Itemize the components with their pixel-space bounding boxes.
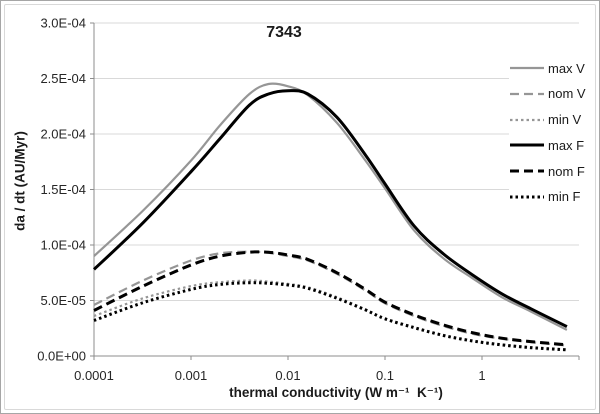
y-tick-label: 5.0E-05 <box>40 293 86 308</box>
legend-item-nom-v: nom V <box>509 83 595 105</box>
legend-line-max-f-icon <box>510 143 544 147</box>
series-min-f-curve <box>93 281 567 352</box>
legend-line-max-v-icon <box>510 66 544 70</box>
legend-item-max-v: max V <box>509 57 595 79</box>
legend-label: nom F <box>548 163 585 179</box>
legend-label: min V <box>548 112 582 128</box>
y-tick-label: 0.0E+00 <box>37 349 86 364</box>
legend-item-max-f: max F <box>509 134 595 156</box>
legend-item-min-f: min F <box>509 186 595 208</box>
x-axis-title: thermal conductivity (W m⁻¹ K⁻¹) <box>229 385 443 400</box>
x-tick-label: 0.01 <box>275 368 300 383</box>
y-axis-title: da / dt (AU/Myr) <box>12 131 28 231</box>
x-tick-label: 0.001 <box>175 368 208 383</box>
series-max-v-curve <box>93 82 568 331</box>
legend-line-min-f-icon <box>510 195 544 199</box>
legend: max V nom V min V max F nom F min F <box>509 57 595 208</box>
legend-label: min F <box>548 189 581 205</box>
legend-item-nom-f: nom F <box>509 160 595 182</box>
series-nom-v-curve <box>93 250 568 347</box>
legend-line-min-v-icon <box>510 118 544 121</box>
chart-title: 7343 <box>266 24 302 41</box>
y-tick-label: 1.0E-04 <box>40 238 86 253</box>
y-tick-label: 2.5E-04 <box>40 71 86 86</box>
series-max-f-curve <box>92 89 568 328</box>
legend-label: max V <box>548 60 585 76</box>
legend-item-min-v: min V <box>509 109 595 131</box>
series-nom-f-curve <box>93 250 568 347</box>
y-tick-label: 2.0E-04 <box>40 127 86 142</box>
legend-label: max F <box>548 137 585 153</box>
legend-label: nom V <box>548 86 586 102</box>
legend-line-nom-v-icon <box>510 92 544 95</box>
x-tick-label: 0.0001 <box>74 368 114 383</box>
x-tick-label: 0.1 <box>376 368 394 383</box>
y-tick-label: 3.0E-04 <box>40 16 86 31</box>
legend-line-nom-f-icon <box>510 169 544 173</box>
x-tick-label: 1 <box>478 368 485 383</box>
y-tick-label: 1.5E-04 <box>40 182 86 197</box>
